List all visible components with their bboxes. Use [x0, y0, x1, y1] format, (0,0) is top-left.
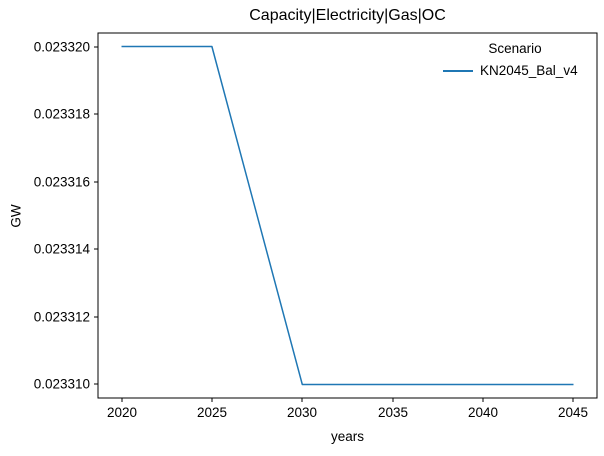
x-tick-label: 2020 [107, 405, 137, 420]
y-tick-label: 0.023316 [34, 175, 90, 190]
x-tick-label: 2045 [558, 405, 588, 420]
y-tick-label: 0.023320 [34, 40, 90, 55]
y-tick-label: 0.023310 [34, 377, 90, 392]
y-tick-label: 0.023318 [34, 107, 90, 122]
x-tick-label: 2035 [378, 405, 408, 420]
axes-frame [97, 32, 598, 399]
y-tick-label: 0.023314 [34, 242, 91, 257]
legend: Scenario KN2045_Bal_v4 [440, 41, 590, 79]
y-tick-label: 0.023312 [34, 310, 90, 325]
x-tick-label: 2040 [468, 405, 498, 420]
legend-line-sample [443, 70, 473, 72]
x-axis-label: years [330, 429, 364, 444]
series-line [121, 45, 574, 386]
legend-entry-label: KN2045_Bal_v4 [480, 63, 578, 78]
x-tick-label: 2025 [197, 405, 227, 420]
legend-entry: KN2045_Bal_v4 [440, 63, 590, 79]
chart-title: Capacity|Electricity|Gas|OC [249, 7, 446, 24]
legend-title: Scenario [488, 41, 542, 56]
x-tick-label: 2030 [287, 405, 317, 420]
